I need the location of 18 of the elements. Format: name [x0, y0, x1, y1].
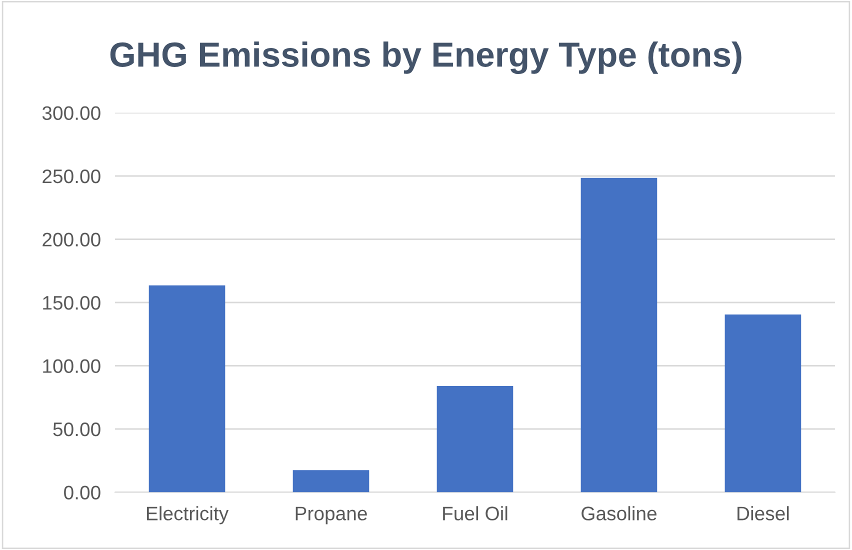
chart-title: GHG Emissions by Energy Type (tons): [110, 41, 742, 74]
x-tick-label: Electricity: [147, 506, 229, 524]
x-tick-label: Gasoline: [582, 506, 656, 520]
y-tick-label: 300.00: [42, 106, 100, 120]
y-tick-label: 0.00: [64, 486, 100, 500]
bar: [580, 178, 658, 492]
y-tick-label: 100.00: [43, 359, 100, 373]
y-tick-label: 150.00: [43, 296, 100, 310]
bar: [436, 386, 514, 492]
y-tick-label: 50.00: [53, 422, 100, 436]
bar: [292, 470, 370, 492]
y-tick-label: 250.00: [42, 169, 100, 184]
y-tick-label: 200.00: [42, 232, 100, 246]
x-tick-label: Diesel: [738, 506, 789, 520]
bar: [148, 285, 226, 492]
bar: [724, 314, 802, 492]
x-tick-label: Fuel Oil: [443, 506, 508, 520]
x-tick-label: Propane: [296, 506, 367, 524]
